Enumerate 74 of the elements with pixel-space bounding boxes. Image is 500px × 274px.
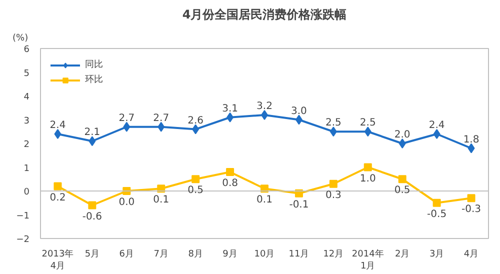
- data-label: 0.8: [222, 178, 238, 189]
- point: [364, 163, 372, 172]
- data-label: 0.5: [394, 185, 410, 196]
- point: [123, 122, 130, 132]
- y-tick-label: 0: [24, 188, 30, 198]
- data-label: 2.4: [50, 120, 66, 131]
- data-label: -0.1: [289, 199, 309, 210]
- data-label: 3.2: [256, 101, 272, 112]
- point: [158, 122, 165, 132]
- y-tick-label: −1: [16, 211, 30, 222]
- x-tick-label: 7月: [154, 250, 168, 260]
- y-tick-label: 2: [24, 140, 30, 150]
- point: [54, 129, 62, 139]
- point: [54, 182, 62, 190]
- data-label: 0.0: [118, 197, 135, 208]
- data-label: -0.3: [462, 204, 482, 216]
- data-label: 0.2: [50, 192, 66, 204]
- y-tick-label: 5: [24, 68, 30, 79]
- data-label: 0.1: [256, 194, 272, 206]
- data-label: 1.8: [463, 134, 480, 146]
- data-label: 3.0: [291, 106, 307, 117]
- point: [295, 114, 302, 125]
- data-label: 2.4: [428, 120, 445, 131]
- y-axis-title: (%): [12, 34, 28, 44]
- x-tick-label: 2013年 4月: [42, 248, 74, 272]
- x-tick-label: 10月: [254, 250, 275, 260]
- point: [329, 180, 338, 188]
- y-tick-label: −2: [16, 235, 30, 245]
- y-tick-label: 4: [24, 92, 30, 102]
- point: [192, 124, 200, 134]
- data-label: 0.5: [188, 185, 204, 196]
- data-label: -0.6: [82, 211, 102, 222]
- point: [433, 129, 440, 139]
- data-label: -0.5: [427, 208, 447, 220]
- legend-label: 同比: [85, 58, 104, 71]
- data-label: 2.5: [325, 118, 342, 129]
- data-label: 2.1: [84, 127, 100, 138]
- y-tick-label: 3: [24, 116, 30, 126]
- data-label: 3.1: [222, 103, 238, 114]
- point: [226, 112, 234, 122]
- y-tick-label: 1: [24, 164, 30, 174]
- x-tick-label: 2月: [394, 250, 410, 260]
- point: [468, 143, 475, 154]
- point: [88, 136, 96, 146]
- chart-title: 4月份全国居民消费价格涨跌幅: [182, 8, 347, 22]
- x-tick-label: 12月: [323, 250, 344, 260]
- point: [398, 138, 406, 148]
- point: [88, 201, 96, 210]
- data-label: 2.7: [153, 112, 170, 124]
- point: [467, 194, 476, 202]
- point: [432, 198, 441, 207]
- point: [226, 168, 234, 176]
- point: [364, 126, 372, 137]
- data-label: 0.1: [153, 194, 170, 206]
- x-tick-label: 11月: [288, 250, 310, 260]
- x-tick-label: 2014年 1月: [352, 248, 384, 272]
- x-tick-label: 9月: [222, 250, 238, 260]
- data-label: 1.0: [360, 173, 376, 184]
- y-tick-label: 6: [24, 45, 30, 55]
- x-tick-label: 4月: [464, 250, 479, 260]
- data-label: 0.3: [325, 190, 342, 201]
- legend-label: 环比: [85, 74, 104, 86]
- data-label: 2.6: [188, 115, 204, 126]
- x-tick-label: 3月: [429, 250, 444, 260]
- point: [261, 110, 268, 120]
- point: [192, 175, 200, 184]
- x-tick-label: 6月: [119, 250, 134, 260]
- point: [398, 175, 406, 184]
- data-label: 2.5: [360, 118, 376, 129]
- data-label: 2.0: [394, 130, 410, 140]
- x-tick-label: 5月: [84, 250, 100, 260]
- point: [330, 126, 337, 137]
- x-tick-label: 8月: [188, 250, 203, 260]
- data-label: 2.7: [118, 112, 135, 124]
